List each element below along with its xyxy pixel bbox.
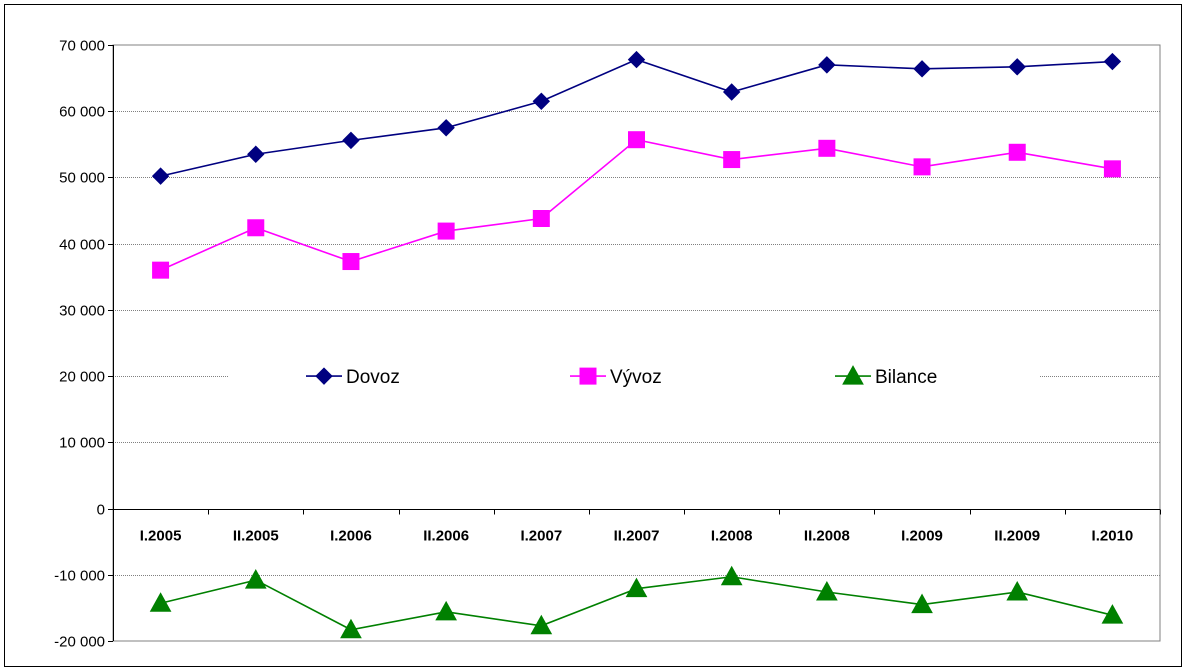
- x-tick-label: I.2007: [520, 528, 562, 545]
- data-point: [152, 261, 170, 279]
- y-tick-label: 30 000: [59, 303, 105, 320]
- x-tick-label: I.2009: [901, 528, 943, 545]
- data-point: [530, 614, 553, 635]
- series-line: [160, 58, 1113, 177]
- legend-label: Dovoz: [346, 367, 400, 388]
- x-tick-label: II.2008: [804, 528, 850, 545]
- chart-frame: [4, 4, 1182, 667]
- y-tick-label: 50 000: [59, 170, 105, 187]
- legend-marker: [579, 367, 597, 385]
- data-point: [435, 600, 457, 621]
- y-tick-label: 0: [97, 502, 105, 519]
- y-tick-label: -20 000: [54, 634, 105, 651]
- data-point: [818, 139, 836, 157]
- data-point: [149, 592, 172, 612]
- data-point: [628, 131, 645, 149]
- x-tick-label: I.2006: [330, 528, 372, 545]
- data-point: [532, 210, 550, 228]
- legend-marker: [315, 367, 333, 385]
- data-point: [722, 83, 741, 101]
- data-point: [340, 618, 362, 639]
- data-point: [437, 119, 455, 137]
- x-tick-label: II.2005: [233, 528, 279, 545]
- data-point: [1008, 143, 1026, 161]
- legend-marker: [842, 365, 864, 385]
- data-point: [816, 580, 838, 601]
- data-point: [1103, 160, 1121, 178]
- data-point: [913, 60, 931, 78]
- data-point: [627, 50, 646, 69]
- data-point: [818, 56, 836, 74]
- data-point: [342, 253, 360, 271]
- data-point: [151, 167, 170, 185]
- x-tick-label: II.2006: [423, 528, 469, 545]
- y-tick-label: 40 000: [59, 237, 105, 254]
- legend-label: Vývoz: [610, 367, 662, 388]
- series-bilance: [149, 565, 1124, 639]
- x-tick-label: II.2007: [614, 528, 660, 545]
- x-tick-label: II.2009: [994, 528, 1040, 545]
- data-point: [723, 151, 741, 169]
- data-point: [342, 131, 360, 150]
- series-vývoz: [152, 131, 1121, 279]
- series-dovoz: [151, 50, 1122, 185]
- x-tick-label: I.2010: [1092, 528, 1134, 545]
- series-line: [160, 138, 1113, 271]
- data-point: [911, 593, 933, 614]
- data-point: [1006, 580, 1029, 601]
- y-tick-label: 70 000: [59, 38, 105, 55]
- data-point: [913, 158, 931, 176]
- y-tick-label: 60 000: [59, 104, 105, 121]
- data-point: [244, 569, 267, 589]
- y-tick-label: 20 000: [59, 369, 105, 386]
- legend: Dovoz Vývoz Bilance: [306, 365, 937, 388]
- x-tick-label: I.2005: [140, 528, 182, 545]
- series-layer: [149, 50, 1124, 639]
- x-tick-label: I.2008: [711, 528, 753, 545]
- data-point: [247, 145, 265, 163]
- data-point: [437, 222, 455, 240]
- data-point: [247, 219, 265, 237]
- data-point: [1103, 52, 1122, 71]
- data-point: [720, 565, 743, 586]
- y-tick-label: -10 000: [54, 568, 105, 585]
- data-point: [532, 92, 551, 110]
- legend-label: Bilance: [875, 367, 937, 388]
- data-point: [1008, 58, 1026, 76]
- axes: -20 000 -10 000 0 10 000 20 000 30 000 40 000 5…: [54, 38, 1161, 651]
- data-point: [1101, 604, 1124, 624]
- y-tick-label: 10 000: [59, 435, 105, 452]
- data-point: [625, 577, 648, 598]
